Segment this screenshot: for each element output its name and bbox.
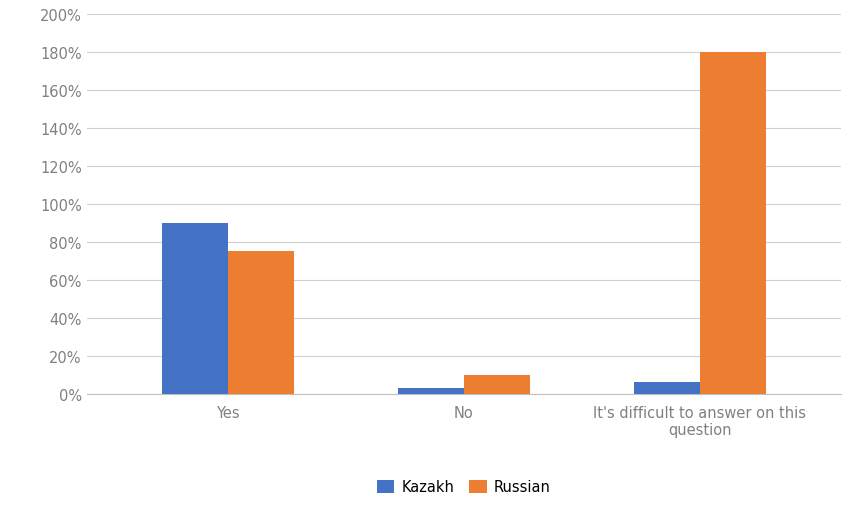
Bar bbox=[634, 383, 700, 394]
Bar bbox=[162, 223, 228, 394]
Legend: Kazakh, Russian: Kazakh, Russian bbox=[371, 474, 557, 500]
Bar bbox=[228, 252, 294, 394]
Bar bbox=[398, 388, 464, 394]
Bar bbox=[464, 375, 530, 394]
Bar bbox=[700, 53, 766, 394]
